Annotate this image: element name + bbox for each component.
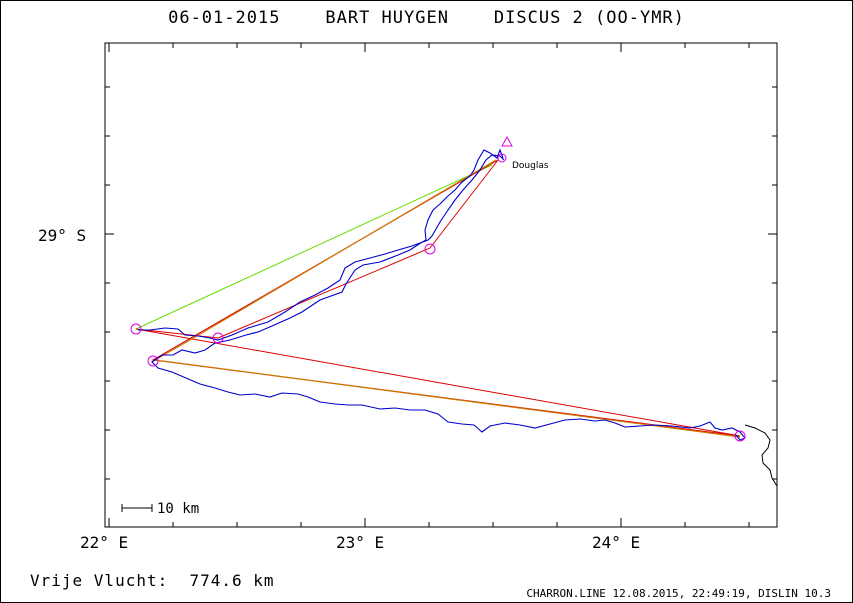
flight-track-2 (138, 154, 505, 341)
map-ticks (105, 43, 777, 527)
flight-title: 06-01-2015 BART HUYGEN DISCUS 2 (OO-YMR) (168, 8, 685, 28)
map-border (104, 42, 778, 528)
turnpoint-5 (734, 430, 746, 442)
turnpoint-4 (424, 243, 436, 255)
lon-label-24: 24° E (592, 533, 640, 552)
distance-score: Vrije Vlucht: 774.6 km (30, 571, 275, 590)
task-line (135, 159, 741, 437)
place-label-douglas: Douglas (512, 161, 549, 171)
turnpoints (130, 135, 746, 442)
turnpoint-2 (147, 355, 159, 367)
turnpoint-start (497, 153, 507, 163)
lat-label: 29° S (38, 226, 86, 245)
turnpoint-3 (212, 332, 224, 344)
border-line (744, 424, 778, 487)
scale-label: 10 km (157, 501, 199, 517)
flight-track (151, 148, 746, 441)
scale-bar (121, 504, 153, 512)
optimized-line (153, 159, 741, 438)
start-triangle (501, 135, 513, 147)
lon-label-23: 23° E (336, 533, 384, 552)
turnpoint-1 (130, 323, 142, 335)
credits-line: CHARRON.LINE 12.08.2015, 22:49:19, DISLI… (526, 587, 831, 600)
green-leg (135, 164, 493, 330)
lon-label-22: 22° E (80, 533, 128, 552)
